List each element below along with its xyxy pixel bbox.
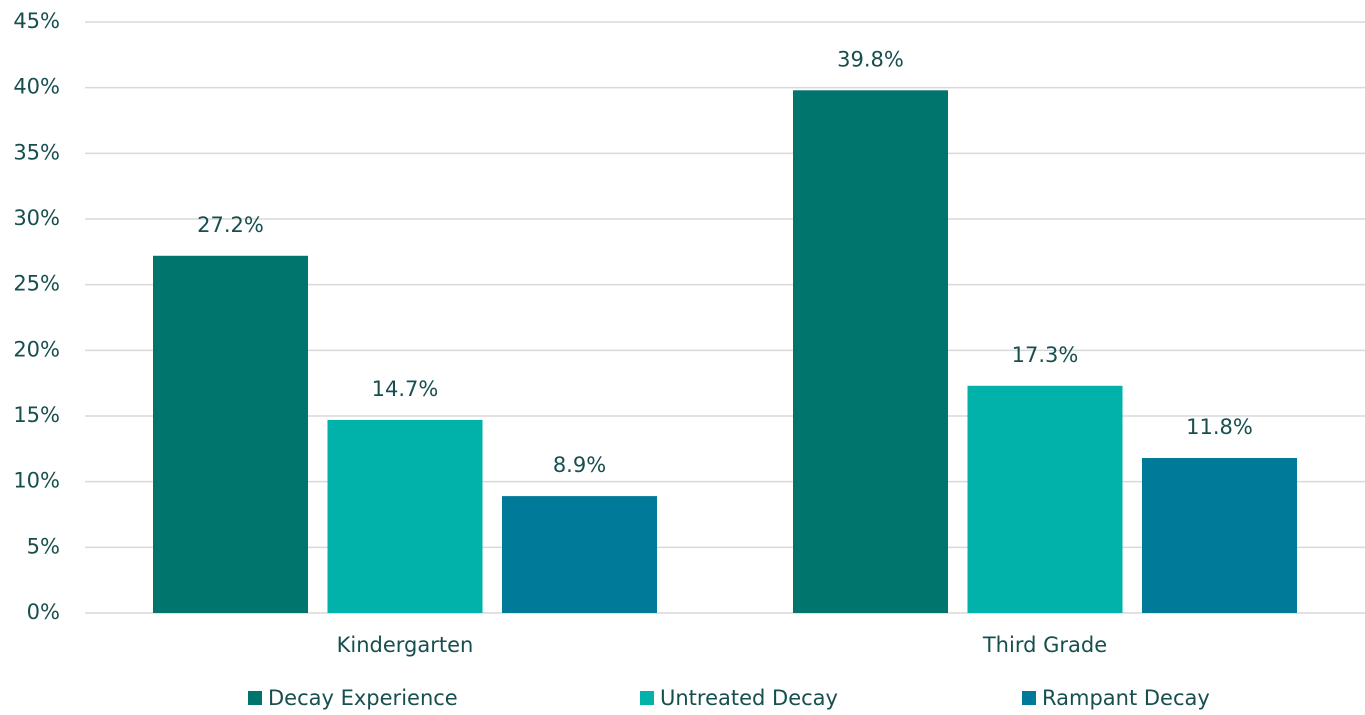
legend-swatch: [248, 691, 262, 705]
data-label: 39.8%: [837, 47, 904, 71]
bar: [502, 496, 657, 613]
bar: [967, 385, 1123, 613]
legend-swatch: [1022, 691, 1036, 705]
y-tick-label: 35%: [13, 140, 60, 164]
x-tick-label: Third Grade: [982, 633, 1107, 657]
x-tick-label: Kindergarten: [337, 633, 474, 657]
y-tick-label: 40%: [13, 75, 60, 99]
legend-label: Rampant Decay: [1042, 686, 1210, 710]
bar: [1142, 458, 1297, 613]
y-tick-label: 25%: [13, 272, 60, 296]
data-label: 11.8%: [1186, 415, 1253, 439]
legend-label: Decay Experience: [268, 686, 458, 710]
y-tick-label: 5%: [27, 534, 60, 558]
data-label: 14.7%: [372, 377, 439, 401]
y-tick-label: 15%: [13, 403, 60, 427]
y-tick-label: 0%: [27, 600, 60, 624]
bar: [793, 90, 948, 613]
data-label: 27.2%: [197, 213, 264, 237]
y-tick-label: 30%: [13, 206, 60, 230]
bar: [153, 255, 308, 614]
legend-label: Untreated Decay: [660, 686, 838, 710]
data-label: 17.3%: [1012, 343, 1079, 367]
y-tick-label: 45%: [13, 9, 60, 33]
y-tick-label: 10%: [13, 469, 60, 493]
legend-swatch: [640, 691, 654, 705]
y-tick-label: 20%: [13, 337, 60, 361]
data-label: 8.9%: [553, 453, 606, 477]
bar: [327, 419, 483, 613]
